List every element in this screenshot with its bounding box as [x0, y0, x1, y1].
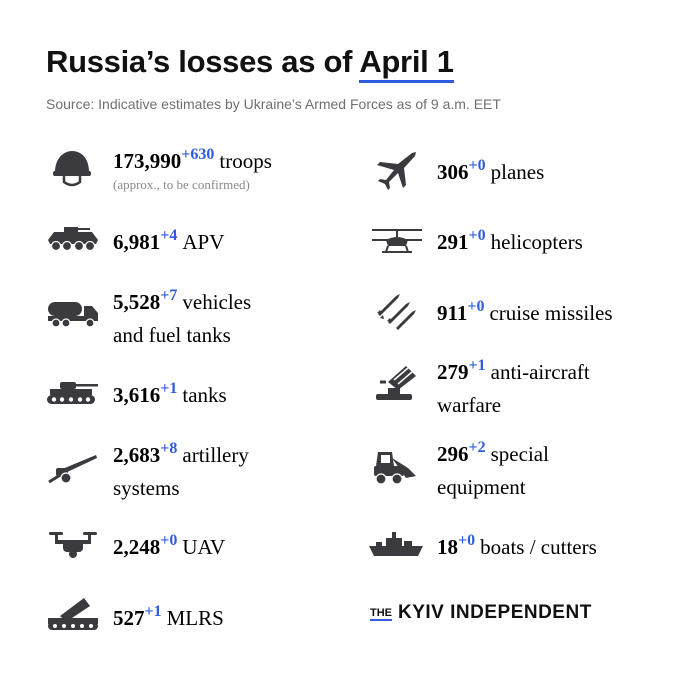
stat-special: 296+2 special equipment — [437, 439, 549, 502]
tanks-label: tanks — [182, 383, 227, 407]
boats-delta: +0 — [458, 532, 476, 549]
apv-delta: +4 — [160, 227, 178, 244]
artillery-icon — [46, 452, 100, 484]
stat-helicopters: 291+0 helicopters — [437, 227, 583, 260]
uav-delta: +0 — [160, 532, 178, 549]
troops-note: (approx., to be confirmed) — [113, 177, 250, 192]
antiair-value: 279 — [437, 360, 469, 384]
helicopters-value: 291 — [437, 230, 469, 254]
stat-antiair: 279+1 anti-aircraft warfare — [437, 357, 590, 420]
artillery-label-2: systems — [113, 476, 180, 500]
troops-label: troops — [219, 149, 272, 173]
source-note: Source: Indicative estimates by Ukraine’… — [46, 96, 501, 112]
boats-label: boats / cutters — [480, 535, 597, 559]
helicopters-label: helicopters — [490, 230, 583, 254]
artillery-delta: +8 — [160, 440, 178, 457]
tanks-value: 3,616 — [113, 383, 161, 407]
vehicles-value: 5,528 — [113, 290, 161, 314]
stat-artillery: 2,683+8 artillery systems — [113, 440, 249, 503]
apv-label: APV — [182, 230, 225, 254]
special-delta: +2 — [468, 439, 486, 456]
anti-aircraft-icon — [372, 362, 420, 404]
vehicles-label: vehicles — [182, 290, 252, 314]
helicopters-delta: +0 — [468, 227, 486, 244]
stat-troops: 173,990+630 troops (approx., to be confir… — [113, 146, 272, 193]
troops-value: 173,990 — [113, 149, 182, 173]
uav-value: 2,248 — [113, 535, 161, 559]
title-prefix: Russia’s losses as of — [46, 44, 353, 79]
stat-missiles: 911+0 cruise missiles — [437, 298, 613, 331]
mlrs-icon — [46, 596, 100, 632]
brand-the: THE — [370, 607, 392, 621]
planes-label: planes — [490, 160, 545, 184]
stat-planes: 306+0 planes — [437, 157, 544, 190]
vehicles-delta: +7 — [160, 287, 178, 304]
special-label-2: equipment — [437, 475, 526, 499]
artillery-value: 2,683 — [113, 443, 161, 467]
mlrs-label: MLRS — [166, 606, 224, 630]
brand-name: KYIV INDEPENDENT — [398, 602, 592, 623]
jet-icon — [372, 150, 418, 190]
helmet-icon — [50, 148, 94, 188]
stat-apv: 6,981+4 APV — [113, 227, 224, 260]
mlrs-value: 527 — [113, 606, 145, 630]
drone-icon — [48, 530, 98, 560]
special-label: special — [490, 442, 549, 466]
antiair-delta: +1 — [468, 357, 486, 374]
planes-value: 306 — [437, 160, 469, 184]
missiles-icon — [374, 288, 418, 332]
ship-icon — [368, 530, 424, 558]
tank-icon — [46, 380, 100, 406]
loader-icon — [370, 446, 418, 486]
vehicles-label-2: and fuel tanks — [113, 323, 231, 347]
stat-uav: 2,248+0 UAV — [113, 532, 225, 565]
tanks-delta: +1 — [160, 380, 178, 397]
missiles-value: 911 — [437, 301, 468, 325]
page-title: Russia’s losses as of April 1 — [46, 44, 454, 83]
apv-icon — [46, 226, 100, 252]
kyiv-independent-logo: THE KYIV INDEPENDENT — [370, 602, 592, 624]
stat-vehicles: 5,528+7 vehicles and fuel tanks — [113, 287, 251, 350]
special-value: 296 — [437, 442, 469, 466]
missiles-label: cruise missiles — [489, 301, 613, 325]
helicopter-icon — [370, 226, 424, 256]
missiles-delta: +0 — [467, 298, 485, 315]
antiair-label-2: warfare — [437, 393, 502, 417]
stat-mlrs: 527+1 MLRS — [113, 603, 224, 636]
title-date: April 1 — [359, 44, 454, 83]
artillery-label: artillery — [182, 443, 249, 467]
troops-delta: +630 — [181, 146, 215, 163]
antiair-label: anti-aircraft — [490, 360, 590, 384]
planes-delta: +0 — [468, 157, 486, 174]
uav-label: UAV — [182, 535, 226, 559]
stat-boats: 18+0 boats / cutters — [437, 532, 597, 565]
boats-value: 18 — [437, 535, 458, 559]
fuel-truck-icon — [46, 300, 100, 328]
apv-value: 6,981 — [113, 230, 161, 254]
mlrs-delta: +1 — [144, 603, 162, 620]
stat-tanks: 3,616+1 tanks — [113, 380, 227, 413]
